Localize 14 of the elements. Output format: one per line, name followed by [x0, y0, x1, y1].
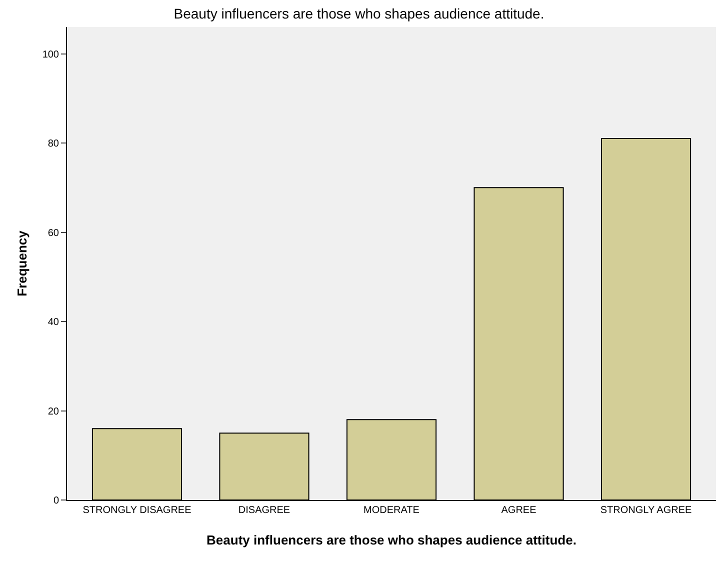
- y-tick-label: 40: [48, 317, 60, 328]
- x-tick-label: AGREE: [501, 505, 537, 516]
- y-axis-title: Frequency: [14, 230, 30, 296]
- chart-title: Beauty influencers are those who shapes audience attitude.: [174, 5, 544, 22]
- y-tick-label: 80: [48, 138, 60, 150]
- x-axis-title: Beauty influencers are those who shapes audience attitude.: [206, 532, 576, 548]
- y-tick-label: 0: [53, 496, 60, 506]
- x-tick-label: DISAGREE: [238, 505, 290, 516]
- y-tick-label: 100: [42, 49, 60, 60]
- y-tick-label: 20: [48, 406, 60, 418]
- y-tick-label: 60: [48, 228, 60, 239]
- x-tick-label: STRONGLY AGREE: [600, 505, 692, 516]
- x-tick-label: MODERATE: [364, 505, 420, 516]
- x-tick-label: STRONGLY DISAGREE: [82, 505, 192, 516]
